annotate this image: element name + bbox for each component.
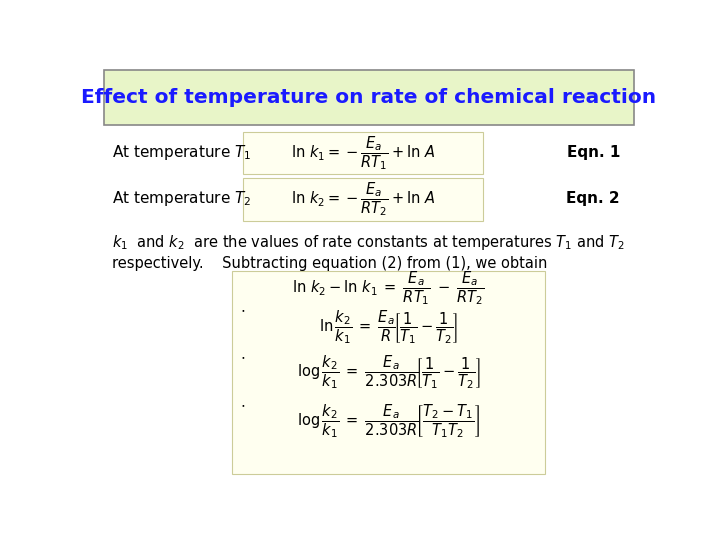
- Text: $\ln\dfrac{k_2}{k_1}\; =\; \dfrac{E_a}{R}\!\left[\dfrac{1}{T_1} - \dfrac{1}{T_2}: $\ln\dfrac{k_2}{k_1}\; =\; \dfrac{E_a}{R…: [319, 308, 458, 346]
- FancyBboxPatch shape: [104, 70, 634, 125]
- Text: At temperature $T_1$: At temperature $T_1$: [112, 143, 252, 161]
- FancyBboxPatch shape: [243, 178, 483, 221]
- Text: $k_1$  and $k_2$  are the values of rate constants at temperatures $T_1$ and $T_: $k_1$ and $k_2$ are the values of rate c…: [112, 233, 625, 252]
- Text: $\cdot$: $\cdot$: [240, 349, 245, 364]
- Text: $\ln\, k_2 = -\dfrac{E_a}{RT_2} + \ln\, A$: $\ln\, k_2 = -\dfrac{E_a}{RT_2} + \ln\, …: [292, 180, 436, 219]
- Text: $\log\dfrac{k_2}{k_1}\; =\; \dfrac{E_a}{2.303R}\!\left[\dfrac{1}{T_1} - \dfrac{1: $\log\dfrac{k_2}{k_1}\; =\; \dfrac{E_a}{…: [297, 354, 480, 391]
- Text: respectively.    Subtracting equation (2) from (1), we obtain: respectively. Subtracting equation (2) f…: [112, 256, 548, 271]
- Text: Effect of temperature on rate of chemical reaction: Effect of temperature on rate of chemica…: [81, 88, 657, 107]
- Text: $\ln\, k_1 = -\dfrac{E_a}{RT_1} + \ln\, A$: $\ln\, k_1 = -\dfrac{E_a}{RT_1} + \ln\, …: [292, 134, 436, 172]
- FancyBboxPatch shape: [243, 132, 483, 174]
- Text: $\log\dfrac{k_2}{k_1}\; =\; \dfrac{E_a}{2.303R}\!\left[\dfrac{T_2 - T_1}{T_1 T_2: $\log\dfrac{k_2}{k_1}\; =\; \dfrac{E_a}{…: [297, 402, 480, 440]
- Text: At temperature $T_2$: At temperature $T_2$: [112, 189, 251, 208]
- FancyBboxPatch shape: [233, 271, 545, 474]
- Text: $\cdot$: $\cdot$: [240, 397, 245, 412]
- Text: Eqn. 2: Eqn. 2: [567, 191, 620, 206]
- Text: Eqn. 1: Eqn. 1: [567, 145, 620, 160]
- Text: $\cdot$: $\cdot$: [240, 302, 245, 318]
- Text: $\ln\, k_2 - \ln\, k_1\; =\; \dfrac{E_a}{RT_1}\; -\; \dfrac{E_a}{RT_2}$: $\ln\, k_2 - \ln\, k_1\; =\; \dfrac{E_a}…: [292, 269, 485, 307]
